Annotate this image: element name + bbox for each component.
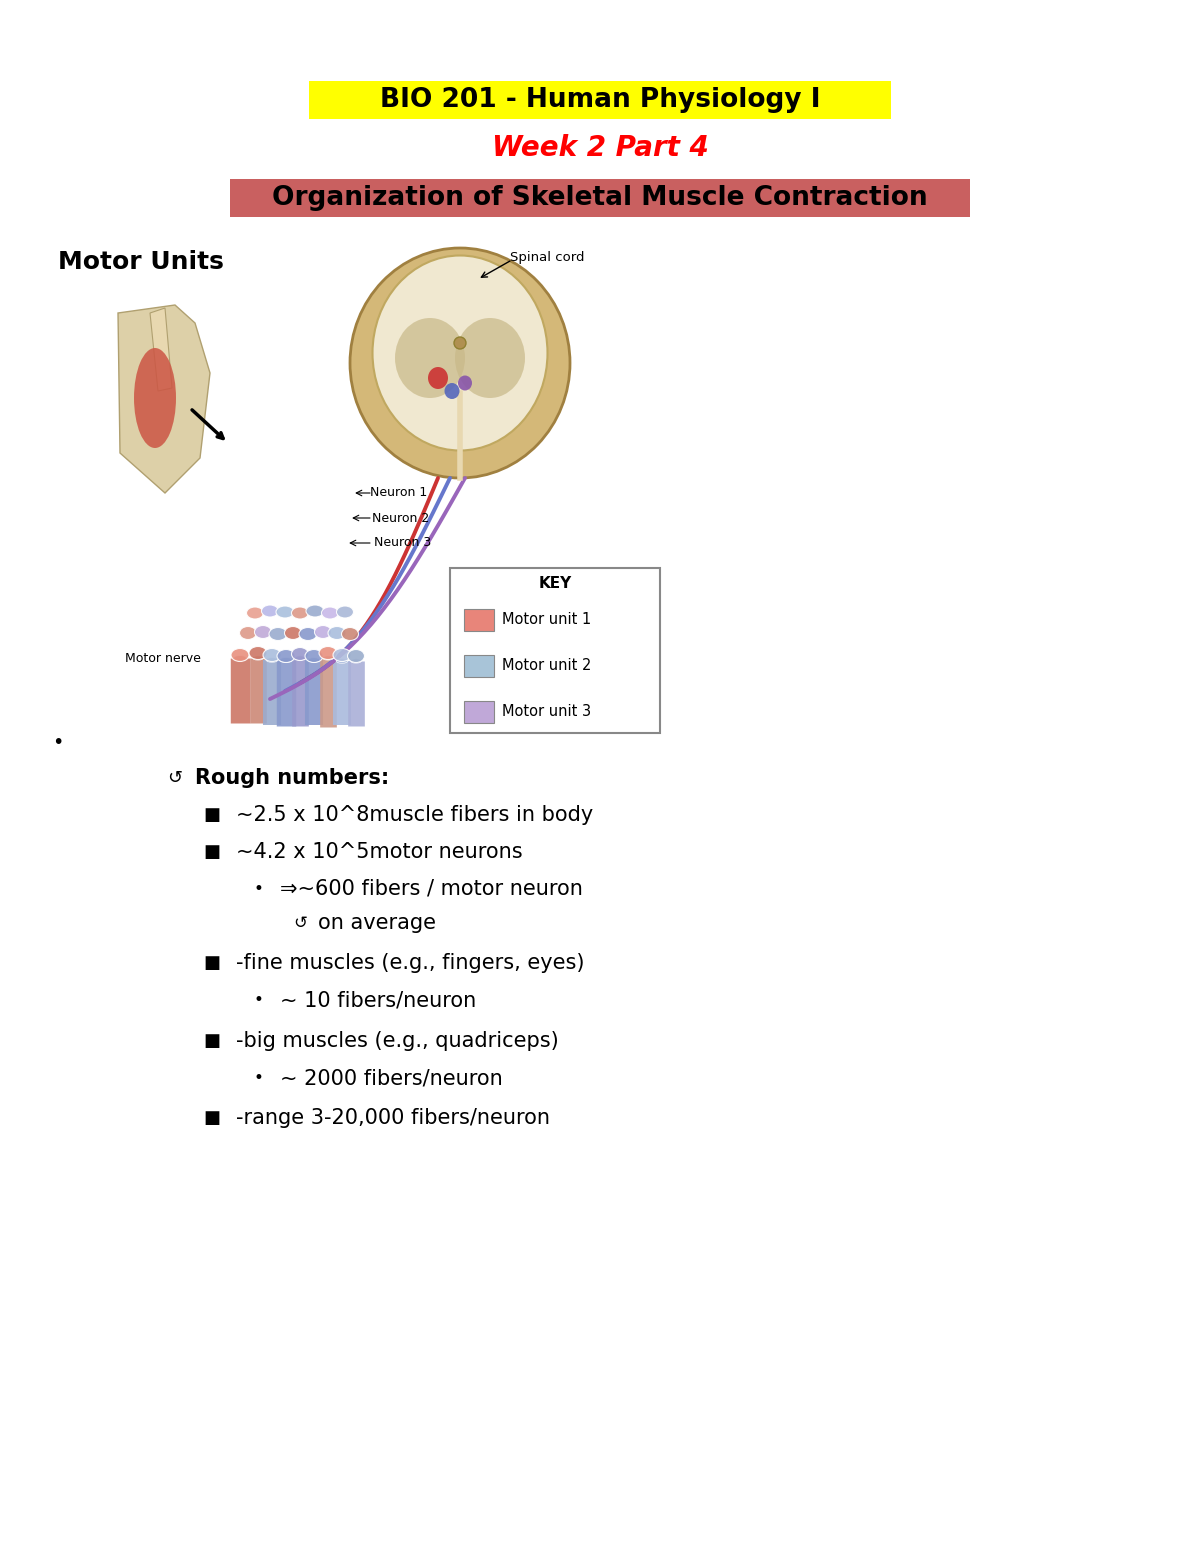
Circle shape [454, 337, 466, 349]
Ellipse shape [292, 648, 308, 660]
Ellipse shape [254, 626, 271, 638]
Text: ⇒~600 fibers / motor neuron: ⇒~600 fibers / motor neuron [280, 879, 583, 899]
Text: Rough numbers:: Rough numbers: [194, 769, 389, 787]
Ellipse shape [292, 607, 308, 620]
Ellipse shape [322, 607, 338, 620]
Ellipse shape [428, 367, 448, 388]
Ellipse shape [299, 627, 317, 640]
Bar [450, 568, 660, 733]
Text: •: • [253, 881, 263, 898]
Ellipse shape [458, 376, 472, 390]
Text: Motor nerve: Motor nerve [125, 652, 200, 665]
Text: ↺: ↺ [168, 769, 182, 787]
Text: Motor unit 2: Motor unit 2 [502, 658, 592, 674]
Bar [310, 81, 890, 120]
Text: •: • [253, 1068, 263, 1087]
Text: Motor unit 1: Motor unit 1 [502, 612, 592, 627]
Ellipse shape [319, 646, 337, 660]
Ellipse shape [266, 658, 278, 662]
Ellipse shape [350, 248, 570, 478]
Text: Neuron 1: Neuron 1 [370, 486, 427, 500]
Ellipse shape [240, 626, 257, 640]
Text: ~4.2 x 10^5motor neurons: ~4.2 x 10^5motor neurons [236, 842, 523, 862]
Text: ■: ■ [204, 1033, 221, 1050]
Bar [464, 700, 494, 724]
Ellipse shape [234, 655, 246, 660]
Polygon shape [118, 304, 210, 492]
Ellipse shape [348, 649, 365, 663]
Ellipse shape [372, 256, 547, 450]
Ellipse shape [280, 657, 293, 663]
Bar [230, 179, 970, 217]
Ellipse shape [323, 655, 334, 660]
Text: •: • [253, 991, 263, 1009]
Ellipse shape [444, 384, 460, 399]
Ellipse shape [334, 649, 352, 662]
Ellipse shape [350, 658, 361, 663]
Text: ~2.5 x 10^8muscle fibers in body: ~2.5 x 10^8muscle fibers in body [236, 804, 593, 825]
Ellipse shape [328, 626, 346, 640]
Text: ~ 10 fibers/neuron: ~ 10 fibers/neuron [280, 989, 476, 1009]
Text: -fine muscles (e.g., fingers, eyes): -fine muscles (e.g., fingers, eyes) [236, 954, 584, 974]
Text: ■: ■ [204, 843, 221, 860]
Text: ~ 2000 fibers/neuron: ~ 2000 fibers/neuron [280, 1068, 503, 1089]
Text: BIO 201 - Human Physiology I: BIO 201 - Human Physiology I [379, 87, 821, 113]
Ellipse shape [277, 649, 295, 663]
Ellipse shape [308, 658, 320, 662]
Ellipse shape [263, 649, 281, 662]
Text: -range 3-20,000 fibers/neuron: -range 3-20,000 fibers/neuron [236, 1107, 550, 1127]
Ellipse shape [269, 627, 287, 640]
Text: Motor unit 3: Motor unit 3 [502, 705, 592, 719]
Bar [464, 609, 494, 631]
Text: Week 2 Part 4: Week 2 Part 4 [492, 134, 708, 162]
Ellipse shape [305, 649, 323, 663]
Ellipse shape [284, 626, 301, 640]
Text: ↺: ↺ [293, 915, 307, 932]
Ellipse shape [134, 348, 176, 447]
Ellipse shape [336, 606, 354, 618]
Ellipse shape [336, 658, 348, 663]
Bar [450, 568, 660, 733]
Ellipse shape [230, 649, 250, 662]
Text: on average: on average [318, 913, 436, 933]
Ellipse shape [246, 607, 264, 620]
Text: ■: ■ [204, 954, 221, 972]
Ellipse shape [455, 318, 526, 398]
Ellipse shape [250, 646, 266, 660]
Text: •: • [53, 733, 64, 753]
Ellipse shape [253, 655, 264, 660]
Text: KEY: KEY [539, 576, 571, 592]
Ellipse shape [395, 318, 466, 398]
Ellipse shape [306, 606, 324, 617]
Text: Neuron 2: Neuron 2 [372, 511, 430, 525]
Ellipse shape [314, 626, 331, 638]
Text: ■: ■ [204, 1109, 221, 1127]
Text: Spinal cord: Spinal cord [510, 252, 584, 264]
Text: ■: ■ [204, 806, 221, 825]
Ellipse shape [342, 627, 359, 640]
Ellipse shape [276, 606, 294, 618]
Text: -big muscles (e.g., quadriceps): -big muscles (e.g., quadriceps) [236, 1031, 559, 1051]
Text: Neuron 3: Neuron 3 [374, 536, 431, 550]
Ellipse shape [262, 606, 278, 617]
Text: Organization of Skeletal Muscle Contraction: Organization of Skeletal Muscle Contract… [272, 185, 928, 211]
Bar [464, 655, 494, 677]
Text: Motor Units: Motor Units [58, 250, 224, 273]
Ellipse shape [295, 655, 305, 660]
Polygon shape [150, 307, 172, 391]
